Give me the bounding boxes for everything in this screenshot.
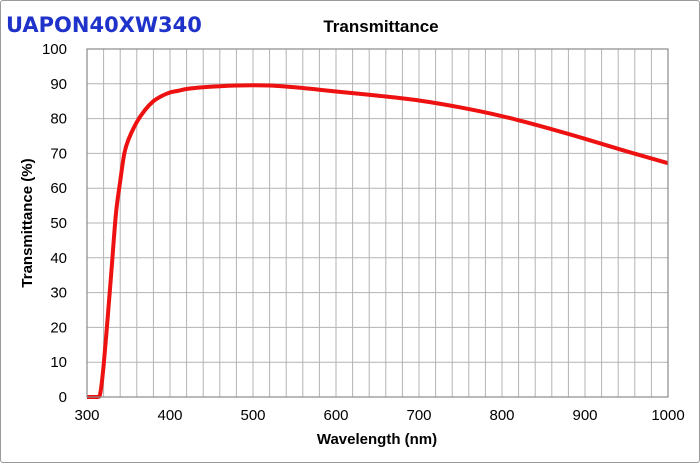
x-tick-label: 700 [406, 407, 431, 424]
tick-labels: 300 400 500 600 700 800 900 1000 0 10 20 30 40 50 60 70… [42, 41, 685, 424]
x-tick-label: 800 [489, 407, 514, 424]
x-tick-label: 600 [323, 407, 348, 424]
x-tick-label: 500 [240, 407, 265, 424]
y-tick-label: 70 [50, 145, 67, 162]
y-tick-label: 0 [59, 389, 67, 406]
transmittance-line [86, 83, 669, 400]
grid-lines [86, 48, 669, 398]
series-layer [86, 83, 669, 400]
y-tick-label: 100 [42, 41, 67, 58]
x-tick-label: 300 [74, 407, 99, 424]
x-tick-label: 400 [157, 407, 182, 424]
x-axis-label: Wavelength (nm) [317, 431, 437, 448]
x-tick-label: 1000 [651, 407, 684, 424]
y-tick-label: 20 [50, 319, 67, 336]
y-tick-label: 40 [50, 250, 67, 267]
product-name: UAPON40XW340 [6, 13, 202, 37]
y-tick-label: 10 [50, 354, 67, 371]
y-tick-label: 30 [50, 285, 67, 302]
y-tick-label: 50 [50, 215, 67, 232]
y-tick-label: 60 [50, 180, 67, 197]
y-tick-label: 90 [50, 76, 67, 93]
y-tick-label: 80 [50, 111, 67, 128]
chart-title: Transmittance [323, 17, 438, 36]
y-axis-label: Transmittance (%) [19, 158, 36, 287]
plot-area-border [86, 48, 669, 398]
x-tick-label: 900 [572, 407, 597, 424]
